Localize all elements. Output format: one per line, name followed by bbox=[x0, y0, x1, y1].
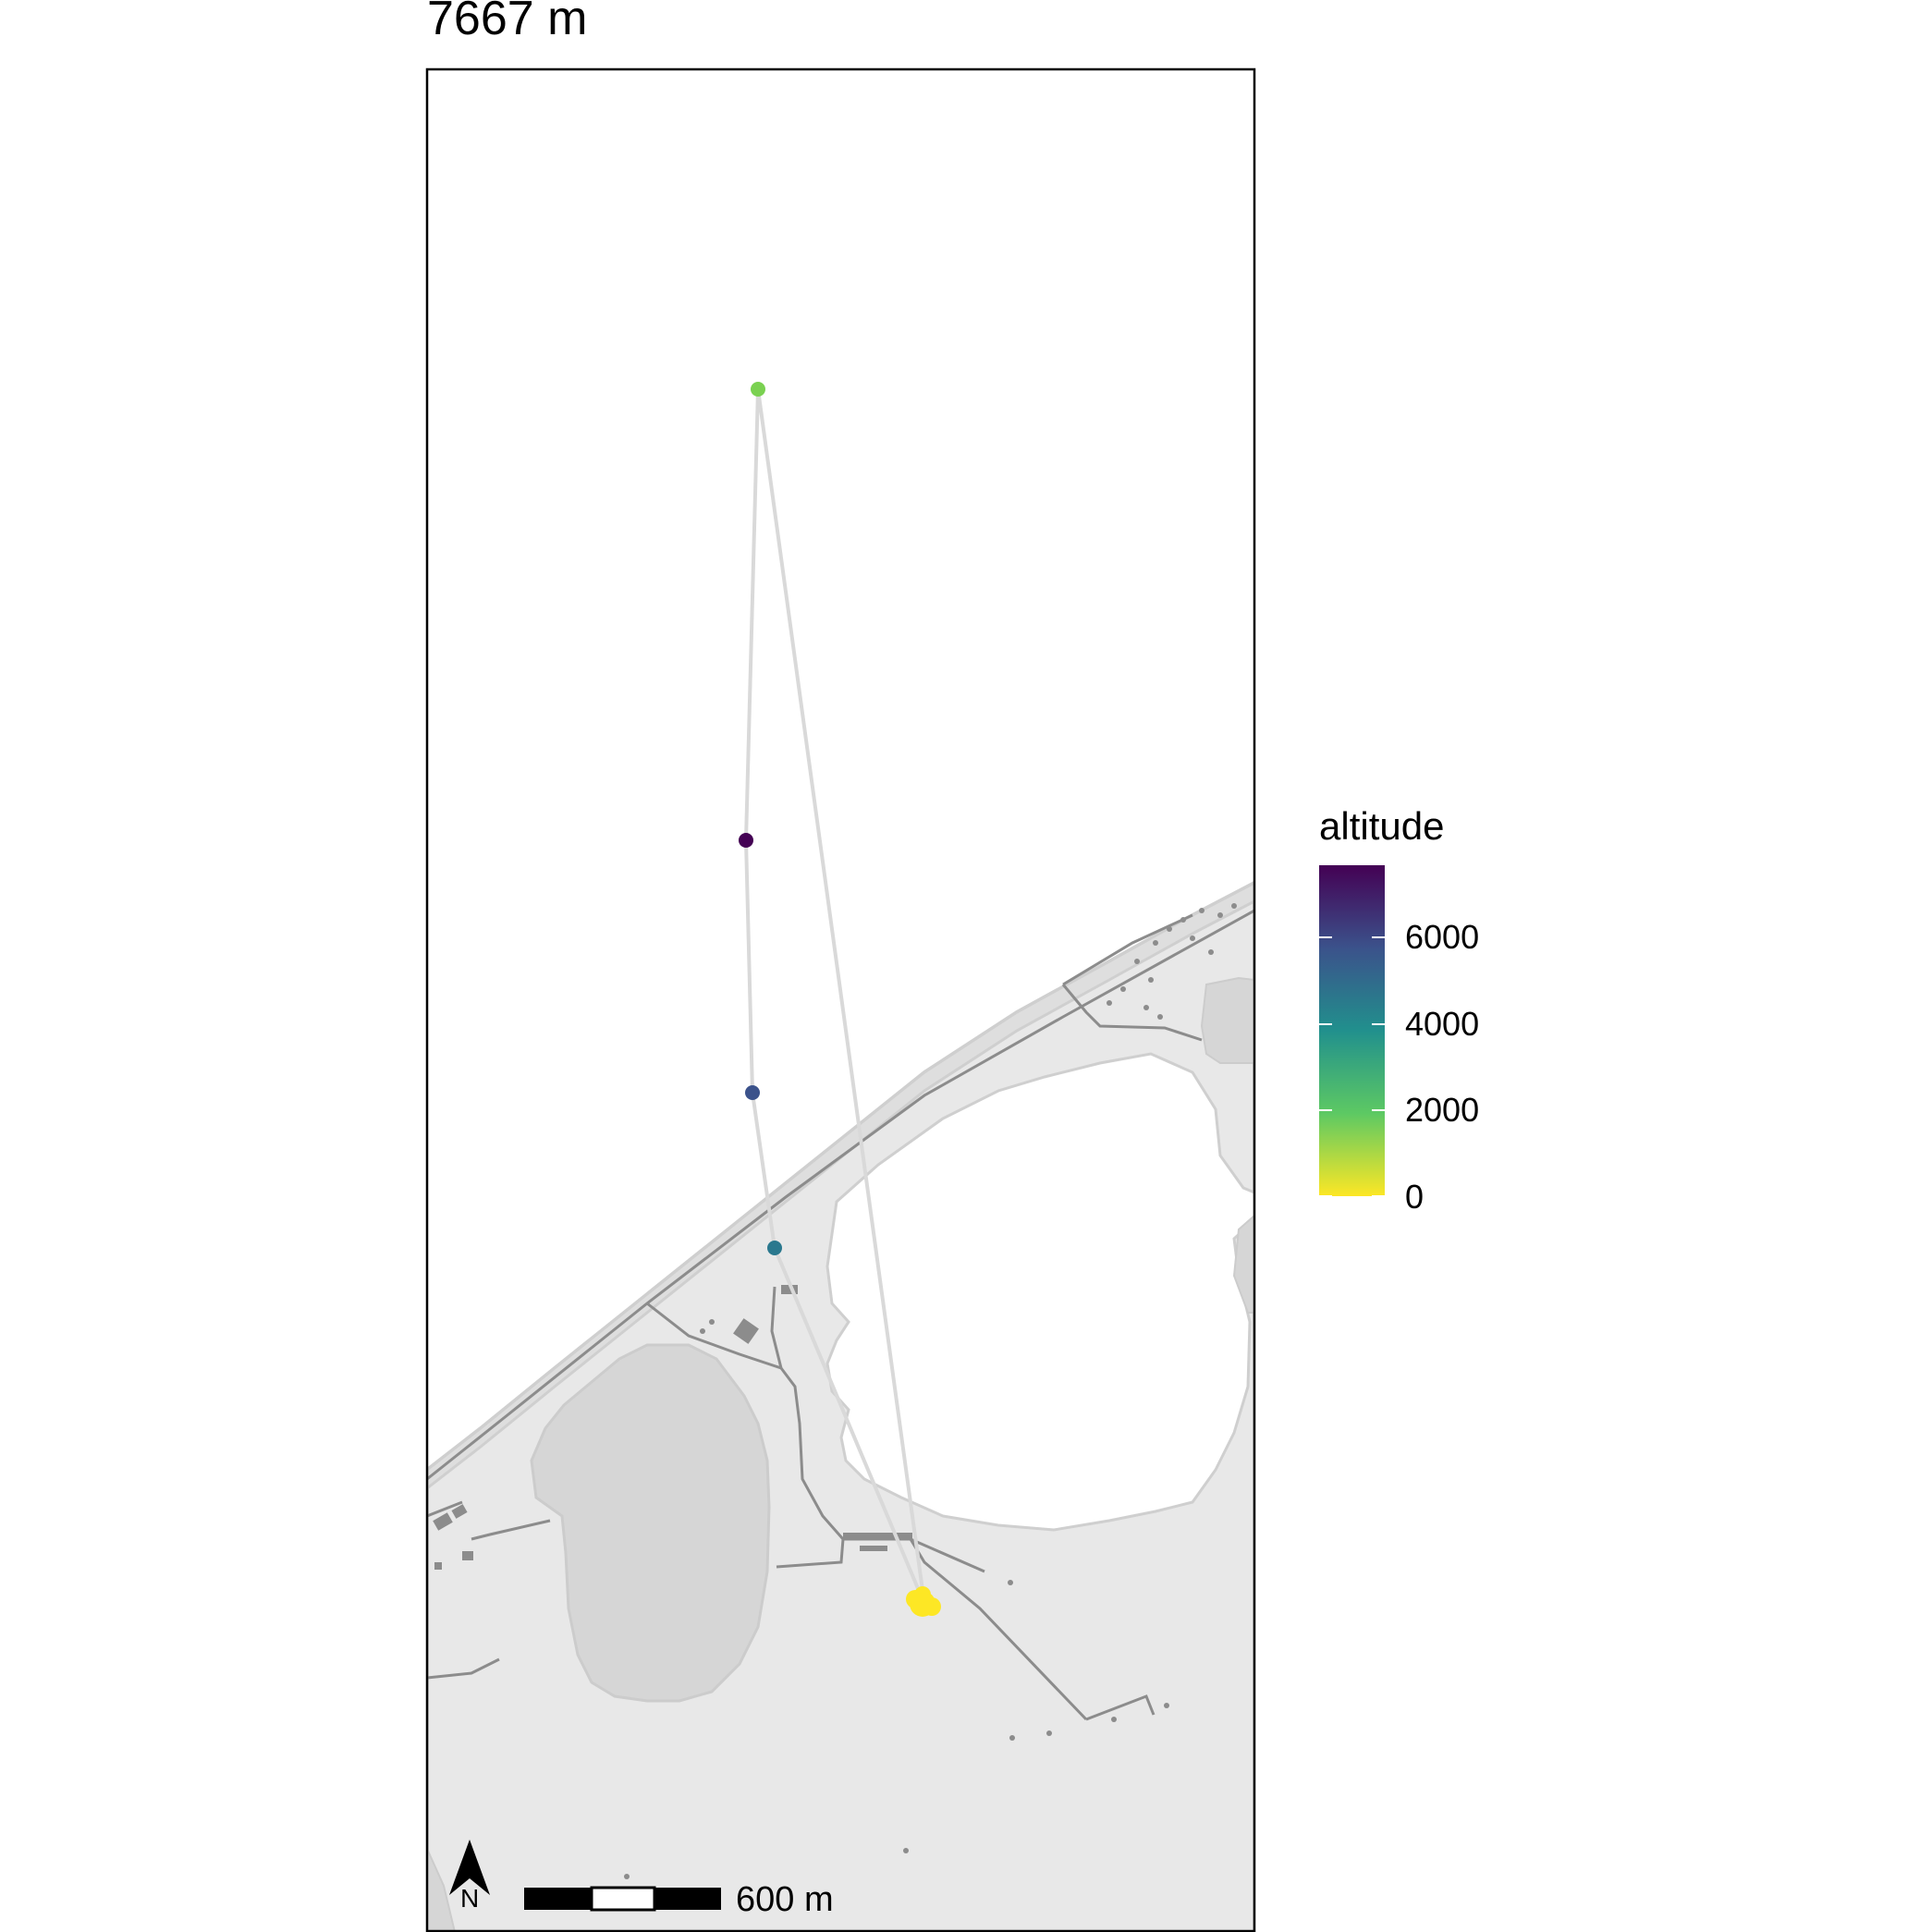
map-frame bbox=[425, 67, 1256, 1932]
legend-tick-label: 6000 bbox=[1405, 918, 1480, 956]
north-arrow-label: N bbox=[460, 1884, 480, 1913]
scale-bar bbox=[524, 1886, 721, 1912]
pond bbox=[1200, 976, 1254, 1064]
corner-water bbox=[427, 1848, 457, 1932]
legend-ticks bbox=[1319, 936, 1385, 1197]
road-network bbox=[427, 909, 1254, 1721]
map-layers bbox=[427, 382, 1254, 1932]
legend-tick-label: 0 bbox=[1405, 1178, 1425, 1216]
legend-tick-label: 2000 bbox=[1405, 1091, 1480, 1129]
track-point bbox=[767, 1241, 782, 1255]
map-title: 7667 m bbox=[427, 0, 588, 45]
legend-title: altitude bbox=[1319, 804, 1445, 848]
track-line bbox=[743, 388, 926, 1605]
legend-tick-label: 4000 bbox=[1405, 1005, 1480, 1043]
lake bbox=[530, 1343, 771, 1703]
track-points bbox=[739, 382, 934, 1615]
inland-open-area bbox=[825, 1052, 1254, 1532]
track-point bbox=[745, 1085, 760, 1100]
north-arrow-icon bbox=[449, 1840, 490, 1895]
beach-strip bbox=[427, 881, 1254, 1490]
scale-bar-label: 600 m bbox=[736, 1880, 834, 1919]
track-point bbox=[739, 833, 753, 848]
track-point bbox=[751, 382, 765, 397]
track-point bbox=[911, 1593, 934, 1615]
lake-edge bbox=[1232, 1214, 1254, 1314]
buildings bbox=[433, 903, 1237, 1879]
legend-colorbar bbox=[1319, 865, 1385, 1196]
